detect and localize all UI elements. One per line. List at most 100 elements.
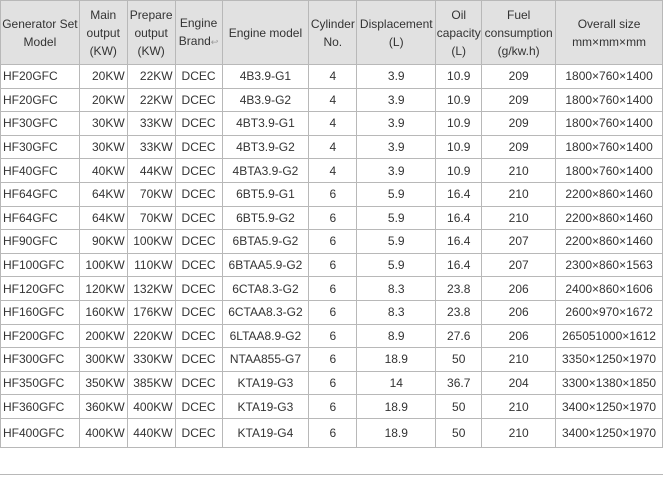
cell-prepare-output: 330KW [126,347,176,372]
cell-fuel-consumption: 206 [481,276,557,301]
cell-engine-brand: DCEC [174,394,223,419]
cell-main-output: 400KW [78,417,128,448]
cell-prepare-output: 220KW [126,323,176,349]
header-text: output [134,25,168,40]
cell-fuel-consumption: 207 [481,252,557,278]
table-row: HF200GFC 200KW 220KW DCEC 6LTAA8.9-G2 6 8.9 27.… [0,323,663,349]
cell-cylinder-no: 6 [308,299,358,325]
cell-fuel-consumption: 206 [481,323,557,349]
cell-oil-capacity: 23.8 [435,276,483,301]
cell-cylinder-no: 4 [308,158,358,183]
cell-displacement: 5.9 [356,252,437,278]
header-text: Brand [178,34,211,48]
cell-oil-capacity: 10.9 [435,134,483,160]
cell-engine-brand: DCEC [174,323,223,349]
table-row: HF120GFC 120KW 132KW DCEC 6CTA8.3-G2 6 8.3 23.8… [0,276,663,301]
table-row: HF64GFC 64KW 70KW DCEC 6BT5.9-G1 6 5.9 16.4 210 2… [0,181,663,207]
header-text: Engine model [228,25,303,40]
table-row: HF100GFC 100KW 110KW DCEC 6BTAA5.9-G2 6 5.9 16.… [0,252,663,278]
cell-displacement: 3.9 [356,158,437,183]
cell-fuel-consumption: 209 [481,87,557,113]
cell-model: HF64GFC [0,205,80,231]
cell-model: HF20GFC [0,64,80,89]
cell-prepare-output: 33KW [126,111,176,136]
cell-oil-capacity: 27.6 [435,323,483,349]
cell-prepare-output: 33KW [126,134,176,160]
cell-engine-model: KTA19-G3 [221,370,310,396]
table-row: HF90GFC 90KW 100KW DCEC 6BTA5.9-G2 6 5.9 16.4 20… [0,229,663,254]
cell-overall-size: 1800×760×1400 [555,64,663,89]
cell-cylinder-no: 6 [308,205,358,231]
cell-model: HF200GFC [0,323,80,349]
cell-displacement: 8.3 [356,299,437,325]
header-text: (L) [451,43,467,58]
cell-engine-model: 4B3.9-G2 [221,87,310,113]
table-body: HF20GFC 20KW 22KW DCEC 4B3.9-G1 4 3.9 10.9 209 18… [0,64,663,448]
cell-overall-size: 2300×860×1563 [555,252,663,278]
cell-cylinder-no: 6 [308,370,358,396]
cell-model: HF120GFC [0,276,80,301]
header-text: (KW) [137,43,165,58]
table-row: HF64GFC 64KW 70KW DCEC 6BT5.9-G2 6 5.9 16.4 210 2… [0,205,663,231]
cell-oil-capacity: 16.4 [435,205,483,231]
header-text: Model [23,34,57,49]
cell-cylinder-no: 6 [308,276,358,301]
cell-fuel-consumption: 210 [481,347,557,372]
cell-main-output: 30KW [78,111,128,136]
cell-displacement: 3.9 [356,64,437,89]
header-text: (L) [388,34,404,49]
cell-main-output: 30KW [78,134,128,160]
cell-fuel-consumption: 207 [481,229,557,254]
cell-overall-size: 2200×860×1460 [555,181,663,207]
cell-displacement: 14 [356,370,437,396]
cell-displacement: 5.9 [356,181,437,207]
cell-engine-model: 6BT5.9-G2 [221,205,310,231]
cell-displacement: 5.9 [356,205,437,231]
cell-main-output: 90KW [78,229,128,254]
cell-main-output: 40KW [78,158,128,183]
cell-engine-model: 4BT3.9-G2 [221,134,310,160]
cell-displacement: 5.9 [356,229,437,254]
cell-displacement: 3.9 [356,111,437,136]
cell-oil-capacity: 50 [435,394,483,419]
cell-cylinder-no: 6 [308,394,358,419]
cell-prepare-output: 22KW [126,64,176,89]
header-text: Overall size [577,16,641,31]
header-text: Prepare [129,7,173,22]
header-text: Cylinder [310,16,355,31]
header-text: mm×mm×mm [572,34,647,49]
header-prepare-output: Prepare output (KW) [126,0,176,65]
cell-main-output: 20KW [78,64,128,89]
cell-overall-size: 1800×760×1400 [555,87,663,113]
cell-prepare-output: 400KW [126,394,176,419]
cell-engine-model: 6BT5.9-G1 [221,181,310,207]
table-row: HF300GFC 300KW 330KW DCEC NTAA855-G7 6 18.9 50 2… [0,347,663,372]
cell-engine-brand: DCEC [174,299,223,325]
table-row: HF160GFC 160KW 176KW DCEC 6CTAA8.3-G2 6 8.3 23.… [0,299,663,325]
cell-oil-capacity: 10.9 [435,87,483,113]
cell-fuel-consumption: 209 [481,111,557,136]
header-oil-capacity: Oil capacity (L) [435,0,483,65]
cell-engine-model: KTA19-G3 [221,394,310,419]
cell-main-output: 120KW [78,276,128,301]
cell-overall-size: 2600×970×1672 [555,299,663,325]
cell-engine-brand: DCEC [174,134,223,160]
table-header-row: Generator Set Model Main output (KW) Prepare o… [0,0,663,65]
cell-model: HF300GFC [0,347,80,372]
cell-engine-brand: DCEC [174,87,223,113]
cell-engine-model: 6CTA8.3-G2 [221,276,310,301]
cell-displacement: 18.9 [356,417,437,448]
table-row: HF30GFC 30KW 33KW DCEC 4BT3.9-G2 4 3.9 10.9 209 1… [0,134,663,160]
cell-model: HF40GFC [0,158,80,183]
cell-overall-size: 2200×860×1460 [555,229,663,254]
cell-engine-brand: DCEC [174,64,223,89]
header-text: Displacement [359,16,433,31]
cell-model: HF90GFC [0,229,80,254]
header-fuel-consumption: Fuel consumption (g/kw.h) [481,0,557,65]
cell-model: HF160GFC [0,299,80,325]
cell-overall-size: 265051000×1612 [555,323,663,349]
cell-engine-brand: DCEC [174,158,223,183]
header-engine-brand: Engine Brand↩ [174,0,223,65]
header-text: capacity [436,25,481,40]
